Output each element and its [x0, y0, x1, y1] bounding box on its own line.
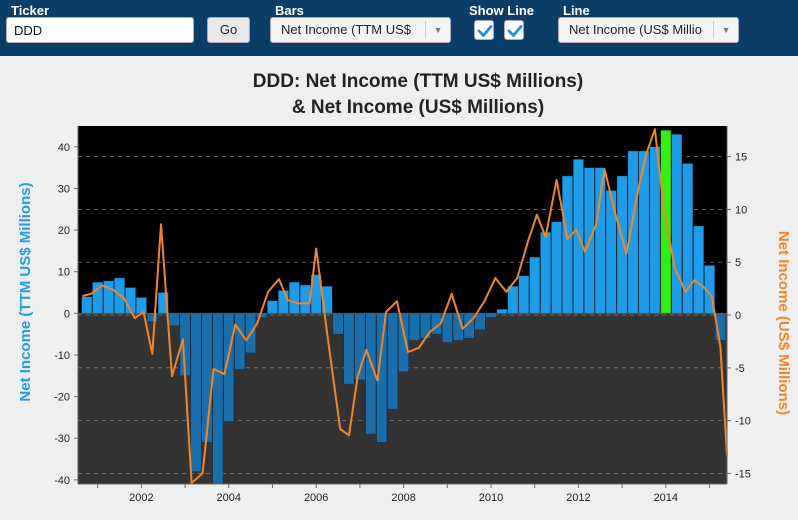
- show-line-checkbox-2[interactable]: [504, 20, 524, 40]
- bar: [649, 146, 661, 314]
- chart: DDD: Net Income (TTM US$ Millions) & Net…: [17, 71, 792, 504]
- bar: [638, 150, 650, 314]
- x-tick-label: 2010: [479, 492, 503, 504]
- bar: [332, 313, 344, 335]
- bar: [529, 256, 541, 314]
- net-income-line: [82, 128, 728, 484]
- bar: [551, 221, 562, 314]
- bar: [507, 286, 519, 314]
- y2-tick-label: 10: [735, 204, 747, 216]
- bar: [288, 281, 300, 314]
- line-select[interactable]: Net Income (US$ Millions) ▼: [558, 17, 739, 43]
- show-line-checkbox[interactable]: [474, 20, 494, 40]
- bar: [474, 313, 486, 331]
- bar: [693, 225, 704, 314]
- chevron-down-icon: ▼: [425, 21, 450, 39]
- toolbar: Ticker Go Bars Net Income (TTM US$ Milli…: [0, 0, 798, 56]
- bar: [496, 308, 508, 314]
- bars-select-value: Net Income (TTM US$ Millions): [281, 22, 414, 37]
- bar: [299, 284, 311, 314]
- y2-tick-label: -5: [735, 363, 745, 375]
- bar: [671, 134, 683, 314]
- line-select-value: Net Income (US$ Millions): [569, 22, 702, 37]
- line-label: Line: [563, 3, 590, 18]
- bar: [136, 297, 147, 314]
- bar: [81, 296, 93, 314]
- go-button[interactable]: Go: [207, 17, 250, 43]
- bars-select[interactable]: Net Income (TTM US$ Millions) ▼: [270, 17, 451, 43]
- y-tick-label: 0: [64, 308, 70, 320]
- y-tick-label: -30: [54, 433, 70, 445]
- bar: [343, 313, 355, 385]
- checkmark-icon: [507, 25, 523, 37]
- bar: [540, 231, 551, 314]
- axes: 2002 2004 2006 2008 2010 2012 2014403020100-10…: [54, 126, 751, 504]
- y-tick-label: -20: [54, 392, 70, 404]
- bar: [234, 313, 246, 370]
- bar: [278, 290, 289, 314]
- bars-label: Bars: [275, 3, 304, 18]
- line-series: [82, 128, 728, 484]
- ticker-label: Ticker: [11, 3, 50, 18]
- x-tick-label: 2004: [217, 492, 241, 504]
- y-tick-label: 40: [58, 142, 70, 154]
- bar: [594, 167, 606, 314]
- y2-tick-label: 5: [735, 257, 741, 269]
- bar: [256, 313, 267, 318]
- y-axis-label-right: Net Income (US$ Millions): [775, 231, 792, 415]
- x-tick-label: 2006: [304, 492, 328, 504]
- y-tick-label: 10: [58, 267, 70, 279]
- y2-tick-label: -10: [735, 416, 751, 428]
- y-tick-label: -40: [54, 475, 70, 487]
- bar: [518, 275, 530, 314]
- chevron-down-icon: ▼: [713, 21, 738, 39]
- x-tick-label: 2014: [654, 492, 678, 504]
- bar: [562, 175, 573, 314]
- y-tick-label: 20: [58, 225, 70, 237]
- show-line-label: Show Line: [469, 3, 534, 18]
- x-tick-label: 2008: [391, 492, 415, 504]
- bar: [190, 313, 202, 472]
- y2-tick-label: -15: [735, 468, 751, 480]
- bar: [267, 300, 278, 314]
- y-axis-label-left: Net Income (TTM US$ Millions): [17, 182, 34, 401]
- bar: [387, 313, 399, 410]
- y2-tick-label: 0: [735, 310, 741, 322]
- bar: [616, 175, 628, 314]
- bar: [168, 313, 180, 327]
- chart-title-line-2: & Net Income (US$ Millions): [292, 97, 544, 118]
- y-tick-label: 30: [58, 183, 70, 195]
- bar: [409, 313, 420, 341]
- x-tick-label: 2012: [566, 492, 590, 504]
- y-tick-label: -10: [54, 350, 70, 362]
- chart-title-line-1: DDD: Net Income (TTM US$ Millions): [253, 71, 583, 92]
- bar: [212, 313, 224, 485]
- checkmark-icon: [477, 25, 493, 37]
- x-tick-label: 2002: [129, 492, 153, 504]
- bar: [398, 313, 409, 372]
- y2-tick-label: 15: [735, 152, 747, 164]
- ticker-input[interactable]: [6, 17, 194, 43]
- bar: [485, 313, 497, 318]
